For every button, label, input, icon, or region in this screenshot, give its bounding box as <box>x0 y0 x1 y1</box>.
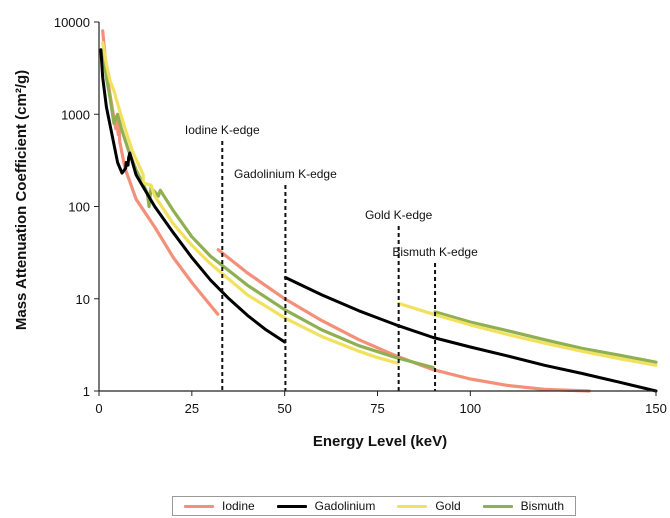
x-tick-label: 100 <box>459 401 481 416</box>
y-tick-label: 1000 <box>61 107 90 122</box>
series-line-iodine <box>216 248 591 393</box>
x-tick-label: 50 <box>277 401 291 416</box>
series-line-gold <box>101 40 400 365</box>
x-tick-label: 0 <box>95 401 102 416</box>
legend-label-bismuth: Bismuth <box>520 499 565 513</box>
chart: Iodine K-edge Gadolinium K-edge Gold K-edg… <box>13 15 667 450</box>
y-tick-label: 1 <box>83 384 90 399</box>
legend-swatch-bismuth <box>482 504 513 508</box>
tick-labels: 0 25 50 75 100 150 1 10 100 1000 10000 <box>54 15 667 416</box>
plot-area <box>99 29 658 393</box>
legend-item-gold: Gold <box>397 499 461 513</box>
legend-swatch-gold <box>397 504 428 508</box>
legend-item-gadolinium: Gadolinium <box>276 499 376 513</box>
series-line-gadolinium <box>99 48 287 344</box>
series-line-iodine <box>101 29 220 316</box>
k-edge-annotations: Iodine K-edge Gadolinium K-edge Gold K-edg… <box>185 123 478 391</box>
k-edge-label: Iodine K-edge <box>185 123 260 137</box>
axes <box>94 21 657 396</box>
legend-label-gold: Gold <box>435 499 461 513</box>
k-edge-label: Gold K-edge <box>365 208 433 222</box>
legend-swatch-gadolinium <box>276 504 307 508</box>
legend-item-bismuth: Bismuth <box>482 499 565 513</box>
legend-swatch-iodine <box>183 504 214 508</box>
series-line-bismuth <box>433 310 658 364</box>
legend-label-gadolinium: Gadolinium <box>314 499 376 513</box>
x-axis-title: Energy Level (keV) <box>313 433 447 450</box>
series-line-gold <box>397 301 658 367</box>
legend: Iodine Gadolinium Gold Bismuth <box>172 496 576 516</box>
series-line-gadolinium <box>283 276 658 393</box>
k-edge-label: Bismuth K-edge <box>392 245 478 259</box>
x-tick-label: 25 <box>185 401 199 416</box>
y-axis-title: Mass Attenuation Coefficient (cm²/g) <box>13 70 30 330</box>
y-tick-label: 10 <box>76 292 90 307</box>
x-tick-label: 150 <box>645 401 667 416</box>
y-tick-label: 100 <box>68 200 90 215</box>
legend-label-iodine: Iodine <box>221 499 255 513</box>
x-tick-label: 75 <box>370 401 384 416</box>
y-tick-label: 10000 <box>54 15 90 30</box>
k-edge-label: Gadolinium K-edge <box>234 167 337 181</box>
legend-item-iodine: Iodine <box>183 499 255 513</box>
